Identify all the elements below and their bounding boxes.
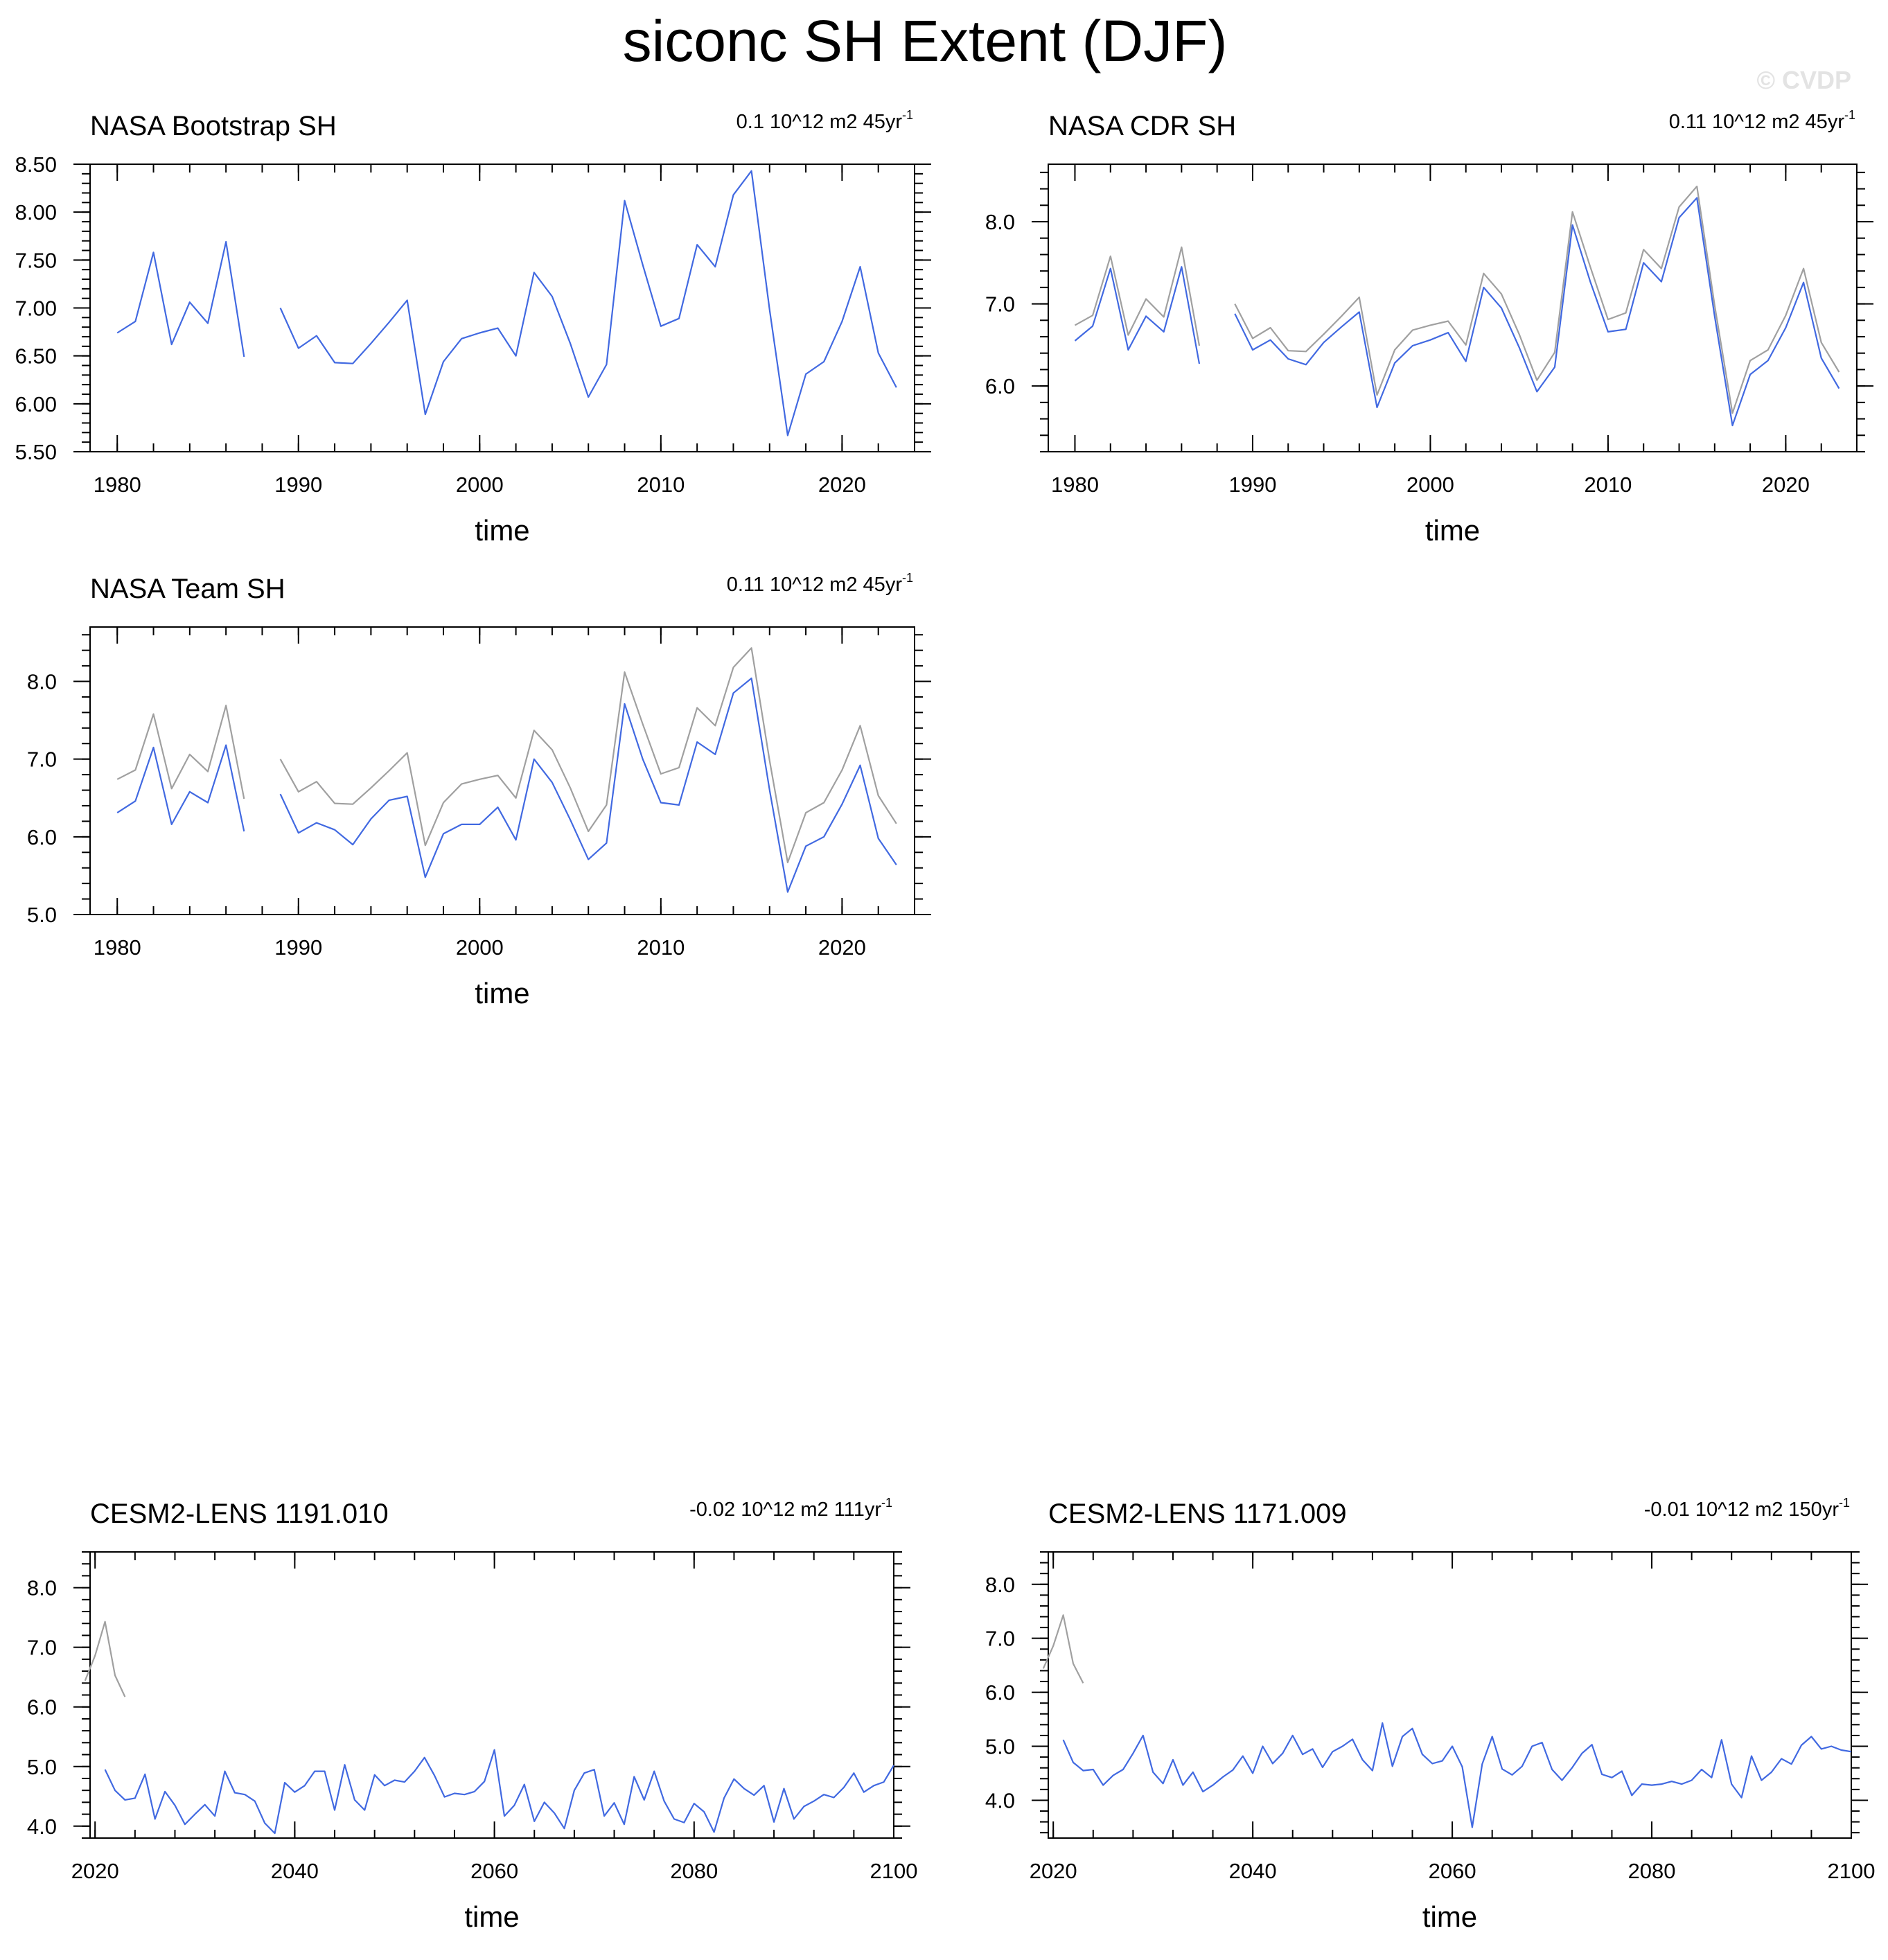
x-tick-label: 1980 — [1051, 473, 1099, 497]
y-tick-label: 8.50 — [15, 152, 57, 177]
x-tick-label: 2020 — [1030, 1859, 1077, 1883]
y-tick-label: 6.0 — [985, 1681, 1015, 1705]
y-tick-label: 6.0 — [27, 1695, 57, 1720]
y-tick-label: 8.00 — [15, 200, 57, 224]
y-tick-label: 5.0 — [985, 1735, 1015, 1759]
chart-title: NASA Bootstrap SH — [90, 111, 337, 141]
panels-container: NASA Bootstrap SH 0.1 10^12 m2 45yr-1 1980… — [15, 108, 1876, 1933]
y-tick-label: 7.0 — [985, 292, 1015, 317]
trend-label: 0.1 10^12 m2 45yr-1 — [736, 108, 913, 133]
series-line-model — [116, 677, 897, 893]
series-line-model — [1074, 197, 1840, 427]
x-axis-label: time — [464, 1900, 519, 1933]
x-tick-label: 2040 — [1229, 1859, 1277, 1883]
y-tick-label: 7.00 — [15, 297, 57, 321]
x-tick-label: 2060 — [470, 1859, 518, 1883]
x-axis-label: time — [1422, 1900, 1477, 1933]
series-line-obs — [84, 1621, 126, 1697]
x-tick-label: 2020 — [71, 1859, 119, 1883]
x-tick-label: 2020 — [1762, 473, 1810, 497]
x-tick-label: 2080 — [1628, 1859, 1676, 1883]
chart-panel-cesm2-1191-010: CESM2-LENS 1191.010 -0.02 10^12 m2 111yr-… — [27, 1496, 918, 1933]
x-axis-label: time — [475, 977, 529, 1009]
plot-frame — [1048, 164, 1858, 452]
series-line-obs — [116, 647, 897, 863]
y-tick-label: 8.0 — [27, 670, 57, 694]
chart-title: NASA CDR SH — [1048, 111, 1236, 141]
chart-title: NASA Team SH — [90, 574, 285, 604]
y-tick-label: 7.0 — [985, 1627, 1015, 1651]
plot-frame — [89, 1551, 894, 1839]
figure-title: siconc SH Extent (DJF) — [623, 8, 1228, 73]
chart-panel-cesm2-1171-009: CESM2-LENS 1171.009 -0.01 10^12 m2 150yr-… — [985, 1496, 1876, 1933]
x-tick-label: 2000 — [1406, 473, 1454, 497]
x-tick-label: 2060 — [1429, 1859, 1476, 1883]
x-tick-label: 2010 — [637, 473, 685, 497]
watermark: © CVDP — [1756, 66, 1851, 94]
y-tick-label: 8.0 — [985, 210, 1015, 234]
chart-panel-nasa-bootstrap: NASA Bootstrap SH 0.1 10^12 m2 45yr-1 1980… — [15, 108, 931, 547]
x-axis-label: time — [475, 514, 529, 547]
y-tick-label: 5.0 — [27, 1755, 57, 1779]
x-tick-label: 2000 — [456, 473, 504, 497]
y-tick-label: 6.50 — [15, 344, 57, 369]
y-tick-label: 7.0 — [27, 748, 57, 772]
y-tick-label: 6.00 — [15, 392, 57, 416]
x-tick-label: 1980 — [94, 935, 141, 960]
x-tick-label: 1990 — [274, 473, 322, 497]
chart-panel-nasa-team: NASA Team SH 0.11 10^12 m2 45yr-1 1980 1990… — [27, 571, 931, 1009]
y-tick-label: 7.0 — [27, 1636, 57, 1660]
plot-frame — [89, 626, 915, 915]
trend-label: -0.02 10^12 m2 111yr-1 — [689, 1496, 892, 1521]
x-tick-label: 2080 — [670, 1859, 718, 1883]
series-line-model — [1062, 1722, 1852, 1828]
y-tick-label: 7.50 — [15, 248, 57, 272]
x-tick-label: 2100 — [1828, 1859, 1876, 1883]
x-tick-label: 2020 — [818, 935, 866, 960]
x-axis-label: time — [1425, 514, 1480, 547]
y-tick-label: 4.0 — [27, 1815, 57, 1839]
chart-title: CESM2-LENS 1171.009 — [1048, 1499, 1347, 1529]
trend-label: 0.11 10^12 m2 45yr-1 — [727, 571, 913, 596]
x-tick-label: 2010 — [1584, 473, 1632, 497]
y-tick-label: 8.0 — [27, 1576, 57, 1600]
x-tick-label: 1990 — [274, 935, 322, 960]
series-line-model — [116, 170, 897, 436]
x-tick-label: 2000 — [456, 935, 504, 960]
y-tick-label: 6.0 — [27, 825, 57, 849]
series-line-obs — [1074, 185, 1840, 414]
x-tick-label: 1990 — [1228, 473, 1276, 497]
chart-title: CESM2-LENS 1191.010 — [90, 1499, 389, 1529]
series-line-model — [104, 1749, 894, 1835]
trend-label: -0.01 10^12 m2 150yr-1 — [1644, 1496, 1850, 1521]
x-tick-label: 2040 — [271, 1859, 319, 1883]
chart-panel-nasa-cdr: NASA CDR SH 0.11 10^12 m2 45yr-1 1980 1990 2… — [985, 108, 1873, 547]
trend-label: 0.11 10^12 m2 45yr-1 — [1669, 108, 1855, 133]
y-tick-label: 8.0 — [985, 1573, 1015, 1597]
y-tick-label: 4.0 — [985, 1788, 1015, 1812]
y-tick-label: 6.0 — [985, 374, 1015, 398]
x-tick-label: 1980 — [94, 473, 141, 497]
plot-frame — [89, 164, 915, 452]
x-tick-label: 2010 — [637, 935, 685, 960]
plot-frame — [1048, 1551, 1852, 1839]
y-tick-label: 5.50 — [15, 440, 57, 464]
x-tick-label: 2100 — [870, 1859, 918, 1883]
x-tick-label: 2020 — [818, 473, 866, 497]
y-tick-label: 5.0 — [27, 903, 57, 927]
series-line-obs — [1042, 1614, 1084, 1684]
